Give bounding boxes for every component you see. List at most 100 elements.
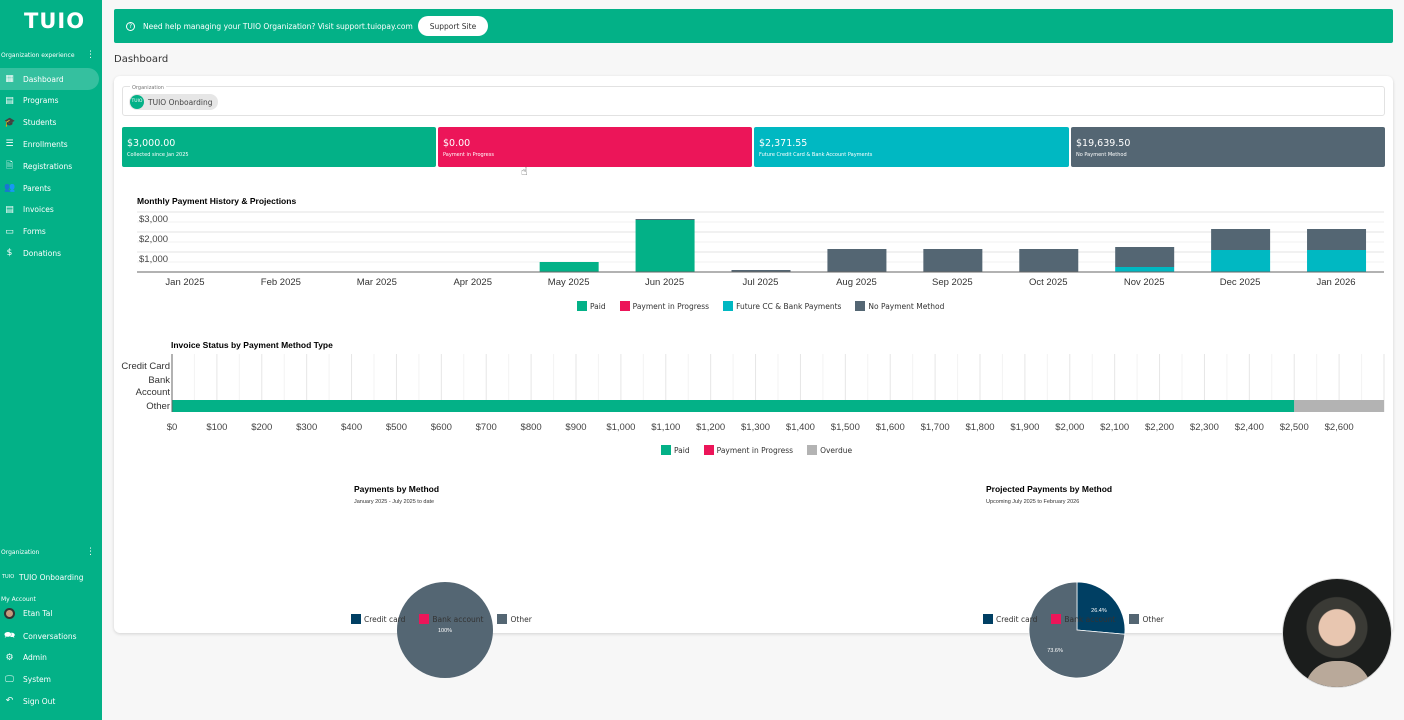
- y-tick-label: $1,000: [139, 254, 168, 265]
- bar-nomethod: [635, 219, 695, 220]
- legend-item[interactable]: Overdue: [807, 445, 852, 455]
- x-tick-label: Nov 2025: [1124, 277, 1165, 288]
- monthly-chart-legend: Paid Payment in Progress Future CC & Bank …: [577, 301, 944, 311]
- stat-card[interactable]: $3,000.00 Collected since Jan 2025: [122, 127, 436, 167]
- section-my-account: My Account: [1, 596, 95, 603]
- legend-label: Overdue: [820, 446, 853, 455]
- sidebar-item-parents[interactable]: 👥 Parents: [0, 177, 99, 199]
- legend-item[interactable]: No Payment Method: [855, 301, 944, 311]
- x-tick-label: Jun 2025: [645, 277, 684, 288]
- x-tick-label: $1,200: [696, 422, 725, 433]
- support-site-button[interactable]: Support Site: [417, 16, 489, 36]
- stat-label: Payment in Progress: [443, 152, 494, 158]
- invoice-chart-legend: Paid Payment in Progress Overdue: [661, 445, 852, 455]
- y-tick-label: $3,000: [139, 214, 168, 225]
- organization-label: Organization: [130, 85, 166, 91]
- legend-item[interactable]: Bank account: [419, 614, 483, 624]
- invoices-icon: ▤: [5, 204, 14, 215]
- x-tick-label: Jan 2026: [1316, 277, 1355, 288]
- sidebar-item-programs[interactable]: ▤ Programs: [0, 90, 99, 112]
- bar-nomethod: [1211, 229, 1271, 250]
- monthly-payment-chart: Monthly Payment History & Projections $1,…: [137, 196, 1384, 288]
- stat-card[interactable]: $0.00 Payment in Progress: [438, 127, 752, 167]
- invoice-status-chart: Invoice Status by Payment Method Type $0 $…: [121, 340, 1385, 433]
- legend-swatch: [577, 301, 587, 311]
- sidebar-item-sign-out[interactable]: ↶ Sign Out: [0, 690, 99, 712]
- chart-subtitle: January 2025 - July 2025 to date: [354, 499, 434, 505]
- sidebar-item-conversations[interactable]: 🗪 Conversations: [0, 625, 99, 647]
- legend-item[interactable]: Credit card: [983, 614, 1037, 624]
- more-vert-icon[interactable]: ⋮: [86, 50, 95, 60]
- section-label: Organization experience: [1, 52, 75, 59]
- bar-future: [1211, 250, 1271, 272]
- organization-chip[interactable]: TUIO TUIO Onboarding: [129, 94, 219, 110]
- section-label: My Account: [1, 596, 36, 603]
- sidebar-item-dashboard[interactable]: ▦ Dashboard: [0, 68, 99, 90]
- legend-label: Credit card: [364, 615, 406, 624]
- sidebar-item-invoices[interactable]: ▤ Invoices: [0, 199, 99, 221]
- legend-item[interactable]: Other: [497, 614, 532, 624]
- y-tick-label: Bank: [148, 375, 170, 386]
- sidebar-item-enrollments[interactable]: ☰ Enrollments: [0, 133, 99, 155]
- stat-label: Collected since Jan 2025: [127, 152, 189, 158]
- sidebar-item-label: Registrations: [23, 161, 73, 171]
- x-tick-label: $800: [521, 422, 542, 433]
- dashboard-icon: ▦: [5, 74, 14, 84]
- x-tick-label: Apr 2025: [453, 277, 492, 288]
- y-tick-label: Account: [136, 387, 171, 398]
- legend-item[interactable]: Paid: [661, 445, 690, 455]
- x-tick-label: Dec 2025: [1220, 277, 1261, 288]
- x-tick-label: $1,400: [786, 422, 815, 433]
- tuio-logo[interactable]: TUIO: [24, 9, 86, 33]
- stat-value: $0.00: [443, 138, 471, 149]
- x-tick-label: $2,000: [1055, 422, 1084, 433]
- sidebar-item-label: Invoices: [23, 205, 54, 215]
- stat-card[interactable]: $2,371.55 Future Credit Card & Bank Accou…: [754, 127, 1069, 167]
- help-icon: ?: [126, 21, 135, 31]
- sidebar-item-system[interactable]: 🖵 System: [0, 669, 99, 691]
- sidebar-item-forms[interactable]: ▭ Forms: [0, 221, 99, 243]
- pie2-legend: Credit card Bank account Other: [983, 614, 1164, 624]
- org-avatar: TUIO: [130, 95, 144, 109]
- legend-label: Paid: [674, 446, 690, 455]
- mouse-cursor: ☝: [521, 165, 528, 178]
- bar-nomethod: [731, 270, 791, 272]
- x-tick-label: $2,300: [1190, 422, 1219, 433]
- legend-item[interactable]: Paid: [577, 301, 606, 311]
- org-switcher[interactable]: TUIO TUIO Onboarding: [0, 566, 99, 588]
- legend-label: Payment in Progress: [632, 302, 710, 311]
- more-vert-icon[interactable]: ⋮: [86, 547, 95, 557]
- x-tick-label: $500: [386, 422, 407, 433]
- x-tick-label: $1,700: [921, 422, 950, 433]
- x-tick-label: Feb 2025: [261, 277, 301, 288]
- x-tick-label: Jul 2025: [743, 277, 779, 288]
- legend-item[interactable]: Credit card: [351, 614, 405, 624]
- legend-swatch: [807, 445, 818, 455]
- x-tick-label: $1,800: [965, 422, 994, 433]
- stat-card[interactable]: $19,639.50 No Payment Method: [1071, 127, 1385, 167]
- user-profile[interactable]: Etan Tal: [0, 602, 99, 624]
- sidebar-item-label: Admin: [23, 653, 47, 663]
- sidebar: TUIO Organization experience ⋮ ▦ Dashboard…: [0, 0, 102, 720]
- organization-field[interactable]: Organization TUIO TUIO Onboarding: [122, 85, 1385, 116]
- sidebar-item-donations[interactable]: $ Donations: [0, 242, 99, 264]
- x-tick-label: $1,600: [876, 422, 905, 433]
- legend-item[interactable]: Payment in Progress: [619, 301, 710, 311]
- sidebar-item-registrations[interactable]: 🗎 Registrations: [0, 155, 99, 177]
- org-logo-icon: TUIO: [2, 574, 15, 580]
- legend-item[interactable]: Payment in Progress: [703, 445, 793, 455]
- legend-label: Other: [510, 615, 532, 624]
- stat-value: $3,000.00: [127, 138, 176, 149]
- legend-item[interactable]: Other: [1129, 614, 1164, 624]
- system-icon: 🖵: [5, 674, 14, 685]
- x-tick-label: $900: [565, 422, 586, 433]
- x-tick-label: $700: [476, 422, 497, 433]
- legend-item[interactable]: Future CC & Bank Payments: [723, 301, 841, 311]
- chart-title: Invoice Status by Payment Method Type: [171, 340, 333, 350]
- sidebar-item-students[interactable]: 🎓 Students: [0, 112, 99, 134]
- y-tick-label: Other: [146, 401, 170, 412]
- sidebar-item-label: Enrollments: [23, 139, 68, 149]
- sidebar-item-admin[interactable]: ⚙ Admin: [0, 647, 99, 669]
- registrations-icon: 🗎: [5, 161, 14, 172]
- legend-item[interactable]: Bank account: [1051, 614, 1115, 624]
